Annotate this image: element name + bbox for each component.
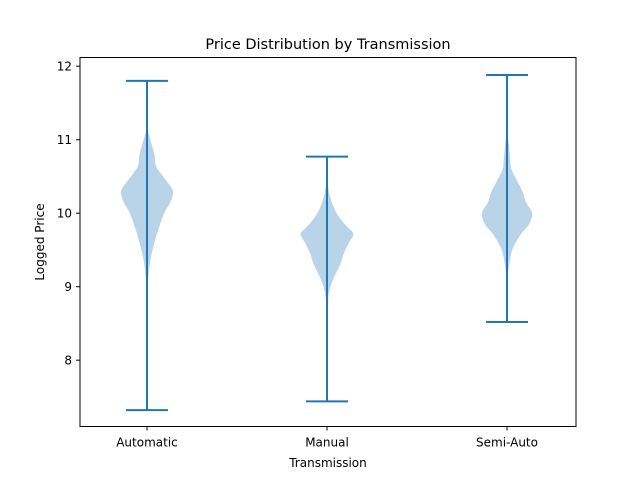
y-tick-label: 8 (64, 354, 72, 368)
plot-frame (79, 57, 577, 427)
x-tick-label: Automatic (116, 436, 178, 450)
y-tick-label: 12 (57, 60, 72, 74)
violin-stems (126, 74, 528, 412)
x-tick-label: Semi-Auto (476, 436, 538, 450)
x-axis-label: Transmission (288, 456, 367, 470)
y-axis: 8 9 10 11 12 (57, 60, 80, 368)
y-tick-label: 10 (57, 207, 72, 221)
y-tick-label: 11 (57, 133, 72, 147)
x-tick-label: Manual (305, 436, 349, 450)
y-tick-label: 9 (64, 280, 72, 294)
y-axis-label: Logged Price (33, 203, 47, 280)
x-axis: Automatic Manual Semi-Auto (116, 426, 538, 450)
chart-title: Price Distribution by Transmission (205, 37, 450, 53)
